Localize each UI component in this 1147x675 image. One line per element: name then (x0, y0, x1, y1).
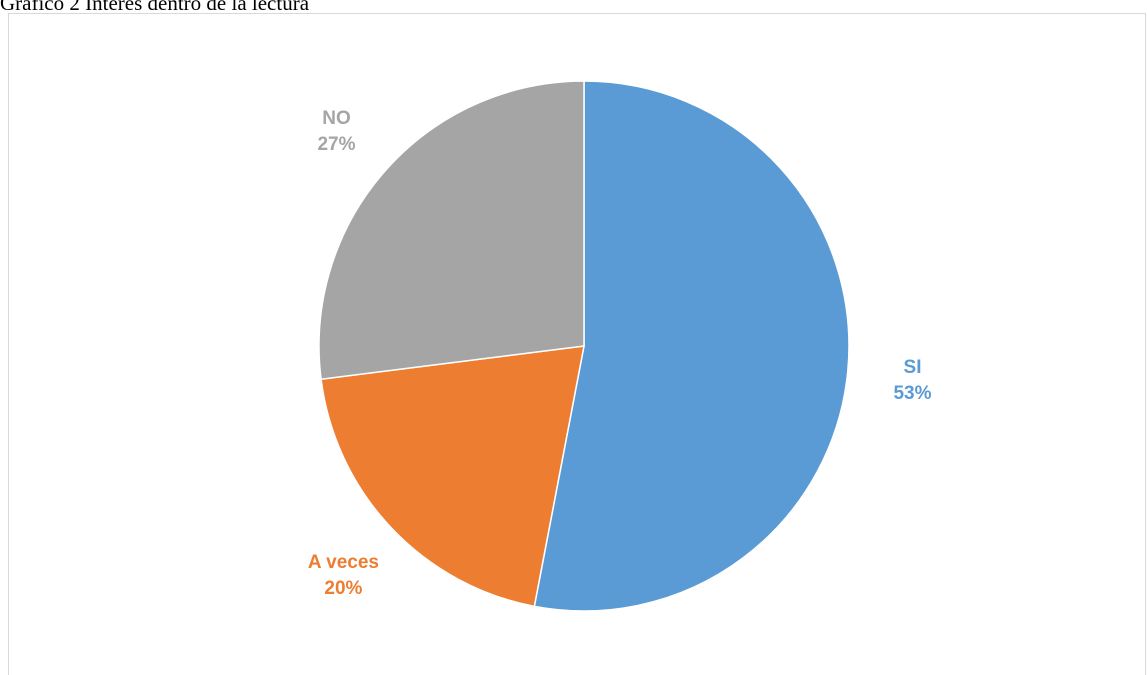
data-label-percent: 27% (317, 134, 355, 155)
pie-slices (318, 80, 850, 612)
data-label-no: NO 27% (317, 108, 355, 155)
data-label-category: A veces (308, 552, 379, 573)
figure-caption: Gráfico 2 Interés dentro de la lectura (0, 0, 310, 15)
data-label-category: NO (322, 108, 351, 129)
data-label-a-veces: A veces 20% (308, 552, 379, 599)
data-label-category: SI (904, 357, 922, 378)
data-label-percent: 20% (324, 578, 362, 599)
data-label-si: SI 53% (893, 357, 931, 404)
pie-labels: SI 53% A veces 20% NO 27% (308, 108, 932, 599)
pie-slice-a-veces (320, 345, 585, 608)
data-label-percent: 53% (893, 383, 931, 404)
pie-slice-no (318, 80, 585, 381)
pie-slice-si (533, 80, 850, 612)
